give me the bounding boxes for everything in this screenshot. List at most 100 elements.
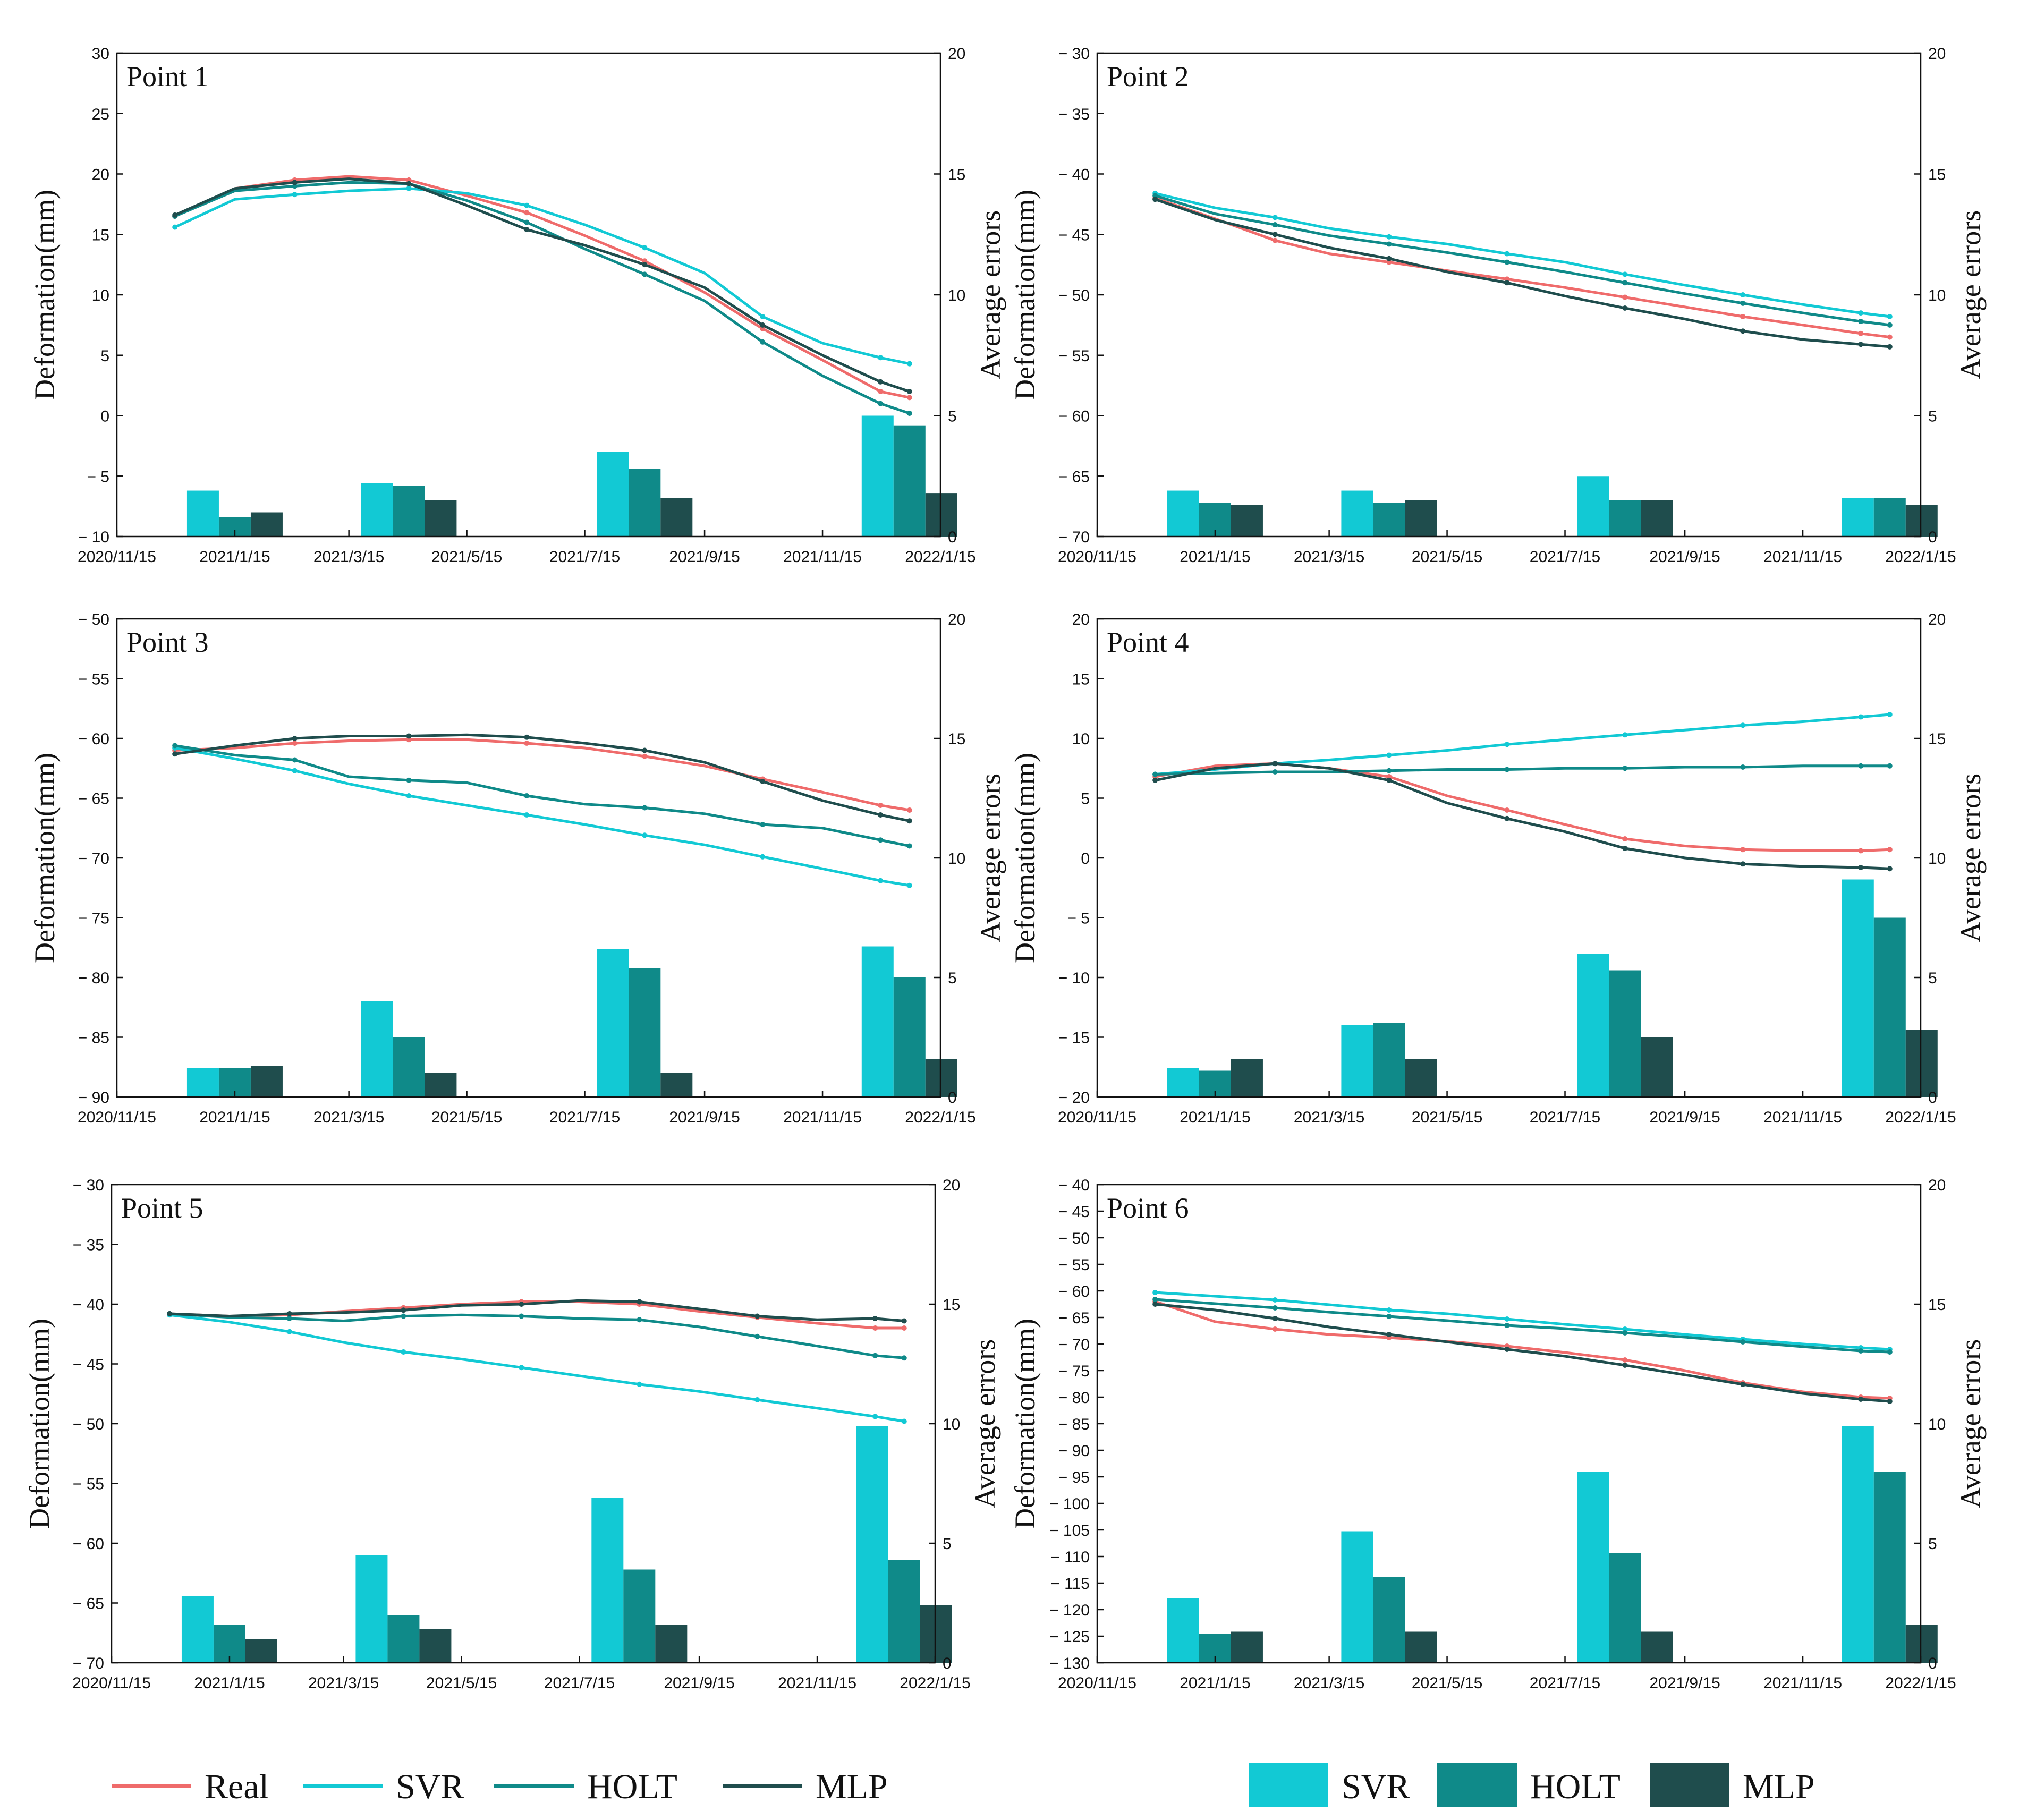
bar-holt-4 xyxy=(893,977,926,1097)
data-point xyxy=(172,751,178,757)
data-point xyxy=(1887,763,1893,769)
y-tick-label: − 55 xyxy=(73,1476,104,1493)
x-tick-label: 2020/11/15 xyxy=(78,548,156,566)
data-point xyxy=(292,768,298,773)
x-tick-label: 2021/7/15 xyxy=(549,548,620,566)
bar-svr-2 xyxy=(1341,1025,1373,1097)
data-point xyxy=(406,733,412,739)
y-tick-label: − 60 xyxy=(1058,1283,1090,1300)
bar-mlp-2 xyxy=(425,500,457,537)
data-point xyxy=(637,1381,642,1387)
data-point xyxy=(286,1329,292,1334)
y-tick-label: − 50 xyxy=(78,611,109,628)
bar-mlp-1 xyxy=(1231,1059,1263,1097)
x-tick-label: 2021/5/15 xyxy=(431,548,502,566)
data-point xyxy=(1887,847,1893,853)
data-point xyxy=(1740,328,1746,334)
data-point xyxy=(1887,866,1893,872)
panel-title: Point 6 xyxy=(1107,1192,1189,1224)
data-point xyxy=(292,192,298,198)
y-tick-label: − 55 xyxy=(1058,1256,1090,1274)
data-point xyxy=(1386,1332,1392,1337)
x-tick-label: 2021/1/15 xyxy=(199,548,270,566)
bar-holt-2 xyxy=(1373,1577,1405,1663)
data-point xyxy=(1504,767,1510,772)
y-tick-label: − 55 xyxy=(1058,347,1090,365)
data-point xyxy=(1740,847,1746,853)
data-point xyxy=(1272,761,1278,767)
y-tick-label: − 5 xyxy=(1067,910,1090,928)
bar-mlp-3 xyxy=(655,1625,688,1663)
data-point xyxy=(524,227,530,233)
y-tick-label: − 85 xyxy=(78,1030,109,1047)
y2-tick-label: 5 xyxy=(943,1535,952,1553)
data-point xyxy=(1152,771,1158,777)
series-markers-svr xyxy=(172,185,912,367)
y-tick-label: − 85 xyxy=(1058,1416,1090,1433)
series-markers-mlp xyxy=(172,733,912,824)
data-point xyxy=(1622,1326,1628,1332)
data-point xyxy=(754,1397,760,1402)
data-point xyxy=(519,1313,524,1319)
series-line-svr xyxy=(168,1313,906,1423)
bar-mlp-4 xyxy=(920,1605,952,1663)
data-point xyxy=(642,245,648,251)
bar-mlp-4 xyxy=(1905,1625,1938,1663)
x-tick-label: 2022/1/15 xyxy=(905,1109,975,1126)
bar-holt-3 xyxy=(1609,1553,1641,1663)
series-markers-mlp xyxy=(167,1299,907,1324)
bar-svr-4 xyxy=(856,1426,888,1663)
legend-label-real: Real xyxy=(205,1767,269,1806)
y-tick-label: 5 xyxy=(1081,790,1090,808)
y2-tick-label: 15 xyxy=(943,1296,960,1314)
series-markers-svr xyxy=(172,745,912,888)
bar-mlp-3 xyxy=(1641,1037,1673,1097)
data-point xyxy=(901,1325,907,1331)
legend-lines: Real SVR HOLT MLP xyxy=(112,1767,888,1806)
bar-svr-2 xyxy=(361,483,393,537)
y2-tick-label: 0 xyxy=(1928,529,1937,546)
x-axis: 2020/11/15 2021/1/15 2021/3/15 2021/5/15 202… xyxy=(78,1091,976,1126)
x-axis: 2020/11/15 2021/1/15 2021/3/15 2021/5/15 202… xyxy=(1058,1656,1956,1692)
data-point xyxy=(524,210,530,216)
data-point xyxy=(286,1311,292,1316)
data-point xyxy=(872,1316,878,1321)
y-tick-label: − 10 xyxy=(1058,969,1090,987)
y2-tick-label: 10 xyxy=(1928,850,1946,868)
plot-frame xyxy=(116,52,941,538)
series-line-holt xyxy=(173,744,911,847)
y2-tick-label: 5 xyxy=(1928,408,1937,426)
y-tick-label: − 70 xyxy=(78,850,109,868)
data-point xyxy=(1622,1330,1628,1336)
y-tick-label: − 35 xyxy=(73,1237,104,1254)
data-point xyxy=(642,805,648,811)
data-point xyxy=(1152,197,1158,202)
x-tick-label: 2022/1/15 xyxy=(1885,1109,1956,1126)
y-tick-label: − 100 xyxy=(1049,1495,1090,1513)
y-tick-label: − 40 xyxy=(1058,1177,1090,1194)
series-markers-holt xyxy=(1152,193,1893,328)
data-point xyxy=(1887,322,1893,328)
data-point xyxy=(1386,241,1392,247)
x-tick-label: 2020/11/15 xyxy=(1058,1674,1136,1692)
bar-mlp-2 xyxy=(1405,1059,1437,1097)
y-tick-label: − 75 xyxy=(78,910,109,928)
legend-label-holt: HOLT xyxy=(587,1767,677,1806)
data-point xyxy=(901,1355,907,1361)
data-point xyxy=(1858,310,1864,316)
data-point xyxy=(878,803,884,808)
y2-tick-label: 10 xyxy=(943,1416,960,1433)
bar-group xyxy=(186,946,957,1097)
data-point xyxy=(1152,777,1158,783)
data-point xyxy=(406,181,412,186)
data-point xyxy=(406,777,412,783)
series-markers-holt xyxy=(1152,763,1893,777)
plot-frame xyxy=(116,618,941,1098)
data-point xyxy=(1386,752,1392,758)
data-point xyxy=(760,854,766,860)
data-point xyxy=(637,1317,642,1323)
y2-axis-label: Average errors xyxy=(969,1339,1001,1508)
data-point xyxy=(760,313,766,319)
y-tick-label: − 60 xyxy=(1058,408,1090,426)
data-point xyxy=(906,389,912,394)
